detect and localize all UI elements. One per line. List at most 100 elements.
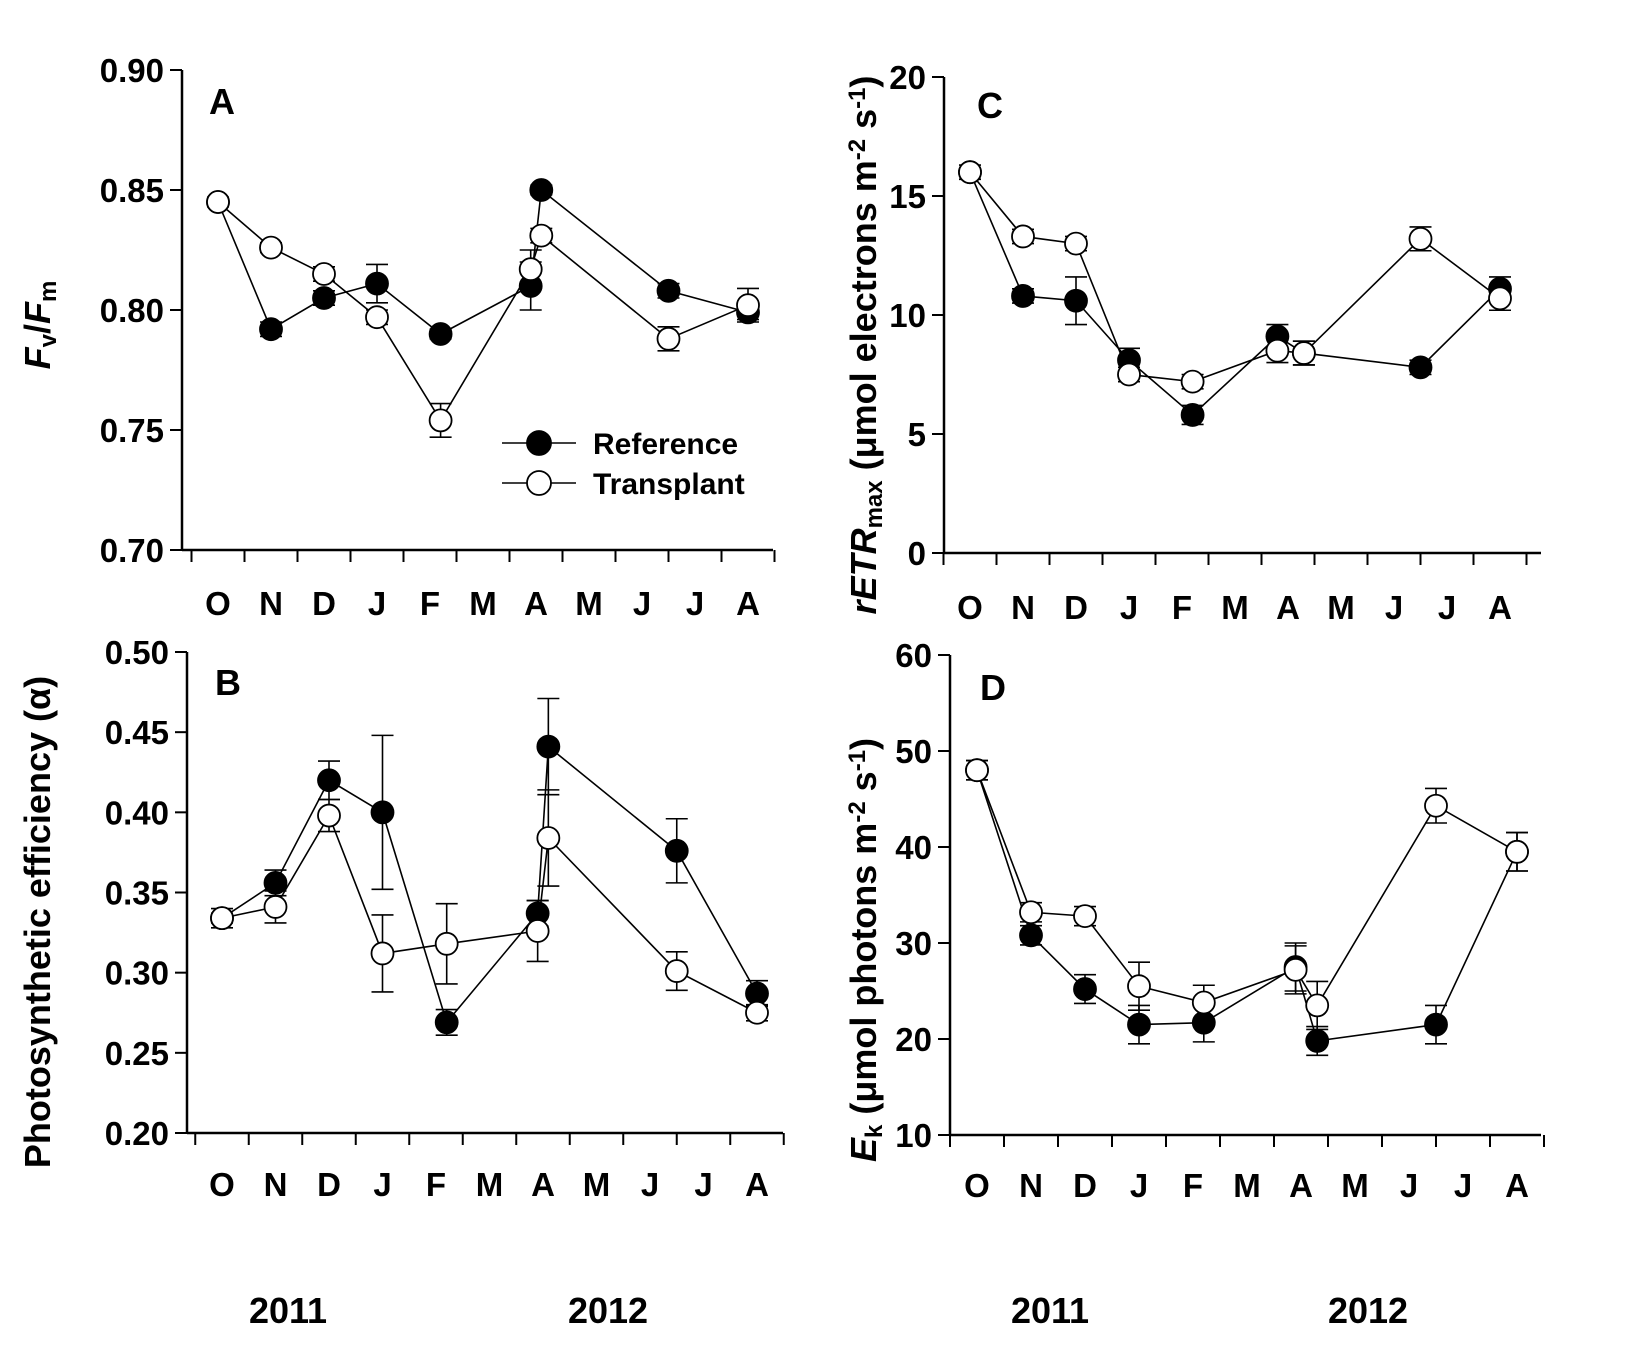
year-label-2011-left: 2011 (249, 1290, 327, 1331)
transplant-point (1265, 338, 1290, 363)
reference-point (1408, 355, 1433, 380)
transplant-point (1191, 990, 1216, 1015)
x-tick-label: A (1488, 589, 1512, 626)
transplant-point (1019, 900, 1043, 925)
x-tick-label: J (1438, 589, 1456, 626)
y-axis-title-b: Photosynthetic efficiency (α) (17, 676, 58, 1168)
x-tick-label: F (426, 1166, 446, 1203)
x-tick-label: J (368, 585, 386, 622)
y-axis-title-part: -2 (844, 801, 871, 822)
y-tick-label: 0.25 (105, 1035, 169, 1072)
reference-point (1191, 1010, 1216, 1035)
y-tick-label: 0.30 (105, 955, 169, 992)
y-tick-label: 0.35 (105, 875, 169, 912)
y-tick-label: 0.90 (100, 52, 164, 89)
panel-a-fv-fm: 0.700.750.800.850.90O N D J F M A M J J AAReferenc… (100, 52, 776, 622)
x-tick-label: M (1327, 589, 1355, 626)
y-axis-title-part: -2 (844, 139, 871, 160)
transplant-point (745, 1000, 769, 1025)
transplant-point (1488, 286, 1512, 311)
y-axis-title-part: (μmol photons m (843, 823, 884, 1125)
panel-letter: A (209, 81, 235, 122)
reference-point (1127, 1012, 1151, 1037)
y-axis-title-part: s (843, 771, 884, 801)
transplant-point (370, 941, 395, 966)
y-axis-title-part: F (17, 301, 58, 324)
y-axis-title-part: v (35, 333, 62, 347)
y-tick-label: 20 (895, 1021, 932, 1058)
x-tick-label: A (531, 1166, 555, 1203)
x-tick-label: M (469, 585, 497, 622)
x-tick-label: M (1221, 589, 1249, 626)
year-label-2012-right: 2012 (1328, 1290, 1408, 1331)
reference-point (1073, 977, 1097, 1001)
legend-marker (526, 470, 552, 496)
y-tick-label: 10 (895, 1117, 932, 1154)
y-axis-title-part: F (17, 346, 58, 369)
x-tick-label: O (964, 1167, 990, 1204)
reference-point (365, 271, 389, 296)
y-tick-label: 20 (889, 59, 926, 96)
reference-point (1064, 288, 1088, 313)
x-tick-label: N (1011, 589, 1035, 626)
x-tick-label: D (317, 1166, 341, 1203)
x-tick-label: N (259, 585, 283, 622)
x-tick-label: O (209, 1166, 235, 1203)
transplant-point (656, 326, 681, 351)
transplant-point (1011, 224, 1035, 249)
series-line-transplant (969, 171, 1501, 383)
y-tick-label: 0.50 (105, 634, 169, 671)
transplant-point (365, 305, 389, 330)
y-tick-label: 60 (895, 637, 932, 674)
year-label-2011-right: 2011 (1011, 1290, 1089, 1331)
legend-marker (526, 430, 552, 456)
panel-letter: D (980, 667, 1006, 708)
x-tick-label: F (1172, 589, 1192, 626)
x-tick-label: A (1276, 589, 1300, 626)
y-tick-label: 30 (895, 925, 932, 962)
transplant-point (1408, 226, 1433, 251)
transplant-point (317, 803, 341, 828)
panel-letter: B (215, 662, 241, 703)
x-tick-label: N (1019, 1167, 1043, 1204)
year-label-2012-left: 2012 (568, 1290, 648, 1331)
reference-point (1180, 403, 1205, 427)
legend: Reference Transplant (502, 428, 745, 501)
transplant-point (1127, 974, 1151, 999)
y-tick-label: 0.80 (100, 292, 164, 329)
y-axis-title-part: rETR (843, 528, 884, 614)
transplant-point (525, 919, 550, 943)
y-tick-label: 50 (895, 733, 932, 770)
x-tick-label: A (1289, 1167, 1313, 1204)
x-tick-label: J (641, 1166, 659, 1203)
reference-point (428, 322, 453, 346)
x-tick-label: N (264, 1166, 288, 1203)
legend-label: Transplant (593, 468, 745, 501)
y-axis-title-part: -1 (844, 750, 871, 771)
reference-point (1019, 923, 1043, 948)
transplant-point (263, 895, 288, 919)
reference-point (529, 178, 554, 202)
reference-point (434, 1010, 459, 1035)
y-axis-title-part: E (843, 1137, 884, 1162)
reference-point (1011, 284, 1035, 308)
y-tick-label: 0.75 (100, 412, 164, 449)
transplant-point (1117, 362, 1141, 387)
y-axis-title-part: / (17, 324, 58, 334)
x-tick-label: D (1073, 1167, 1097, 1204)
y-tick-label: 0.70 (100, 532, 164, 569)
transplant-point (518, 257, 543, 282)
y-tick-label: 40 (895, 829, 932, 866)
x-tick-label: O (205, 585, 231, 622)
transplant-point (965, 758, 989, 783)
x-tick-label: M (476, 1166, 504, 1203)
x-tick-label: A (736, 585, 760, 622)
y-axis-title-part: -1 (844, 88, 871, 109)
reference-point (1424, 1012, 1448, 1037)
y-tick-label: 0 (908, 535, 926, 572)
x-tick-label: D (1064, 589, 1088, 626)
transplant-point (1424, 793, 1448, 818)
transplant-point (958, 160, 982, 185)
